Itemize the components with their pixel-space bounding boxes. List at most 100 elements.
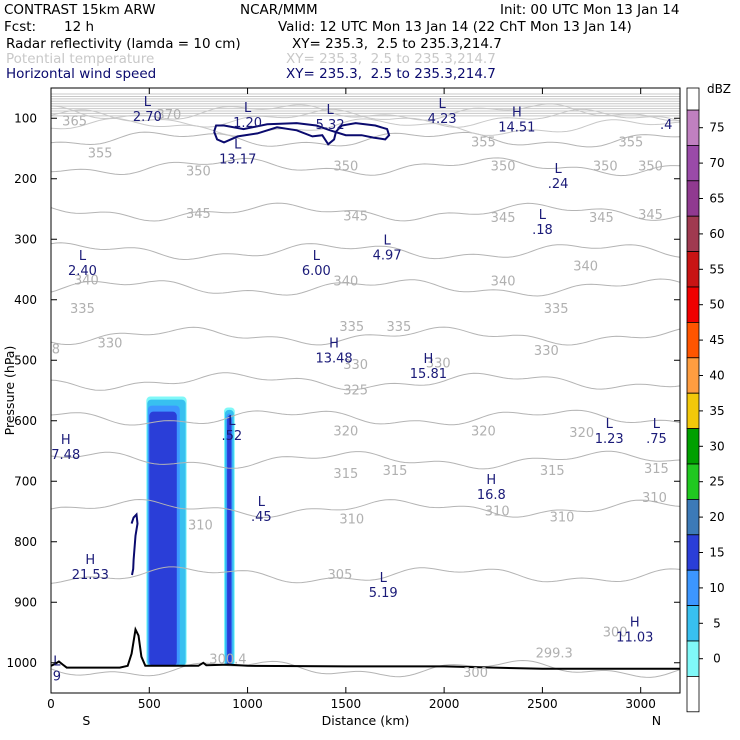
theta-label-26: 330 — [534, 344, 559, 359]
y-tick-label-1000: 1000 — [6, 656, 37, 670]
theta-label-25: 330 — [426, 356, 451, 371]
theta-contour-300 — [50, 659, 681, 678]
theta-contour-310 — [50, 498, 681, 518]
extremum-type-22: H — [630, 615, 640, 630]
colorbar-swatch-60 — [686, 215, 700, 252]
colorbar-swatch-15 — [686, 534, 700, 571]
theta-label-35: 310 — [188, 518, 213, 533]
extremum-type-20: H — [85, 553, 95, 568]
y-tick-label-100: 100 — [14, 111, 37, 125]
field-name-theta: Potential temperature — [6, 51, 155, 67]
colorbar-label-35: 35 — [709, 404, 724, 418]
colorbar-swatch-blank — [686, 676, 700, 713]
reflectivity-cell-7 — [227, 415, 232, 666]
x-tick-label-2500: 2500 — [527, 697, 558, 711]
theta-label-9: 355 — [618, 135, 643, 150]
colorbar-label-30: 30 — [709, 439, 724, 453]
colorbar-label-60: 60 — [709, 227, 724, 241]
theta-contour-350 — [50, 157, 681, 177]
y-tick-label-700: 700 — [14, 474, 37, 488]
extremum-value-21: 5.19 — [369, 586, 398, 601]
model-title: CONTRAST 15km ARW — [4, 2, 156, 18]
extremum-type-14: L — [228, 414, 236, 429]
plot-frame — [50, 87, 681, 694]
forecast-label: Fcst: — [4, 19, 37, 35]
extremum-type-19: L — [258, 495, 266, 510]
colorbar-swatch-75 — [686, 109, 700, 146]
theta-label-12: 345 — [491, 211, 516, 226]
colorbar-swatch-70 — [686, 144, 700, 182]
valid-time: Valid: 12 UTC Mon 13 Jan 14 (22 ChT Mon … — [278, 19, 632, 35]
field-xy-reflectivity: XY= 235.3, 2.5 to 235.3,214.7 — [292, 36, 502, 52]
field-name-reflectivity: Radar reflectivity (lamda = 10 cm) — [6, 36, 241, 52]
extremum-value-18: 16.8 — [477, 488, 506, 503]
theta-label-20: 335 — [339, 320, 364, 335]
theta-label-0: 365 — [62, 114, 87, 129]
colorbar-swatch-55 — [686, 251, 700, 288]
extremum-value-8: .18 — [532, 223, 553, 238]
theta-label-23: 330 — [98, 336, 123, 351]
end-label-south: S — [82, 713, 90, 728]
theta-label-19: 335 — [70, 302, 95, 317]
extremum-type-0: L — [144, 95, 152, 110]
colorbar-swatch-45 — [686, 321, 700, 359]
theta-label-24: 330 — [343, 358, 368, 373]
theta-contour-305 — [50, 566, 681, 584]
extremum-type-15: L — [606, 417, 614, 432]
theta-label-45: 8 — [52, 342, 60, 357]
extremum-type-11: L — [383, 234, 391, 249]
theta-label-33: 315 — [540, 464, 565, 479]
y-tick-label-500: 500 — [14, 353, 37, 367]
x-tick-label-3000: 3000 — [625, 697, 656, 711]
extremum-type-3: L — [439, 97, 447, 112]
extremum-value-2: 5.32 — [316, 118, 345, 133]
theta-label-41: 300 — [603, 626, 628, 641]
extremum-value-19: .45 — [251, 510, 272, 525]
reflectivity-cell-3 — [149, 411, 177, 666]
extremum-value-1: 1.20 — [233, 116, 262, 131]
colorbar-label-70: 70 — [709, 156, 724, 170]
field-name-wind: Horizontal wind speed — [6, 66, 157, 82]
extremum-type-8: L — [539, 208, 547, 223]
theta-label-10: 345 — [186, 207, 211, 222]
extremum-value-22: 11.03 — [616, 630, 653, 645]
y-tick-label-400: 400 — [14, 293, 37, 307]
theta-contours — [50, 93, 681, 678]
extremum-value-17: 7.48 — [51, 448, 80, 463]
theta-label-17: 340 — [491, 275, 516, 290]
colorbar-swatch-35 — [686, 392, 700, 430]
colorbar-swatch-25 — [686, 463, 700, 500]
theta-label-36: 310 — [339, 512, 364, 527]
theta-label-11: 345 — [343, 209, 368, 224]
extremum-value-10: 6.00 — [302, 264, 331, 279]
extremum-value-13: 15.81 — [410, 367, 447, 382]
colorbar-label-55: 55 — [709, 262, 724, 276]
extremum-value-20: 21.53 — [72, 568, 109, 583]
extremum-value-6: 13.17 — [219, 152, 256, 167]
y-tick-label-300: 300 — [14, 232, 37, 246]
theta-label-16: 340 — [333, 275, 358, 290]
field-xy-theta: XY= 235.3, 2.5 to 235.3,214.7 — [286, 51, 496, 67]
wind-contours — [130, 122, 391, 576]
theta-contour-315 — [50, 450, 681, 470]
extremum-type-12: H — [329, 336, 339, 351]
extremum-value-0: 2.70 — [133, 110, 162, 125]
x-tick-label-1500: 1500 — [331, 697, 362, 711]
colorbar-label-65: 65 — [709, 192, 724, 206]
colorbar-label-10: 10 — [709, 581, 724, 595]
extremum-value-9: 2.40 — [68, 264, 97, 279]
colorbar-label-15: 15 — [709, 546, 724, 560]
colorbar-swatch-5 — [686, 605, 700, 642]
theta-label-5: 350 — [491, 160, 516, 175]
colorbar-label-40: 40 — [709, 369, 724, 383]
theta-label-34: 315 — [644, 462, 669, 477]
colorbar-label-45: 45 — [709, 333, 724, 347]
extremum-value-7: .24 — [548, 177, 569, 192]
theta-contour-370 — [50, 103, 681, 122]
theta-label-30: 320 — [569, 426, 594, 441]
theta-label-29: 320 — [471, 425, 496, 440]
theta-label-38: 310 — [550, 511, 575, 526]
